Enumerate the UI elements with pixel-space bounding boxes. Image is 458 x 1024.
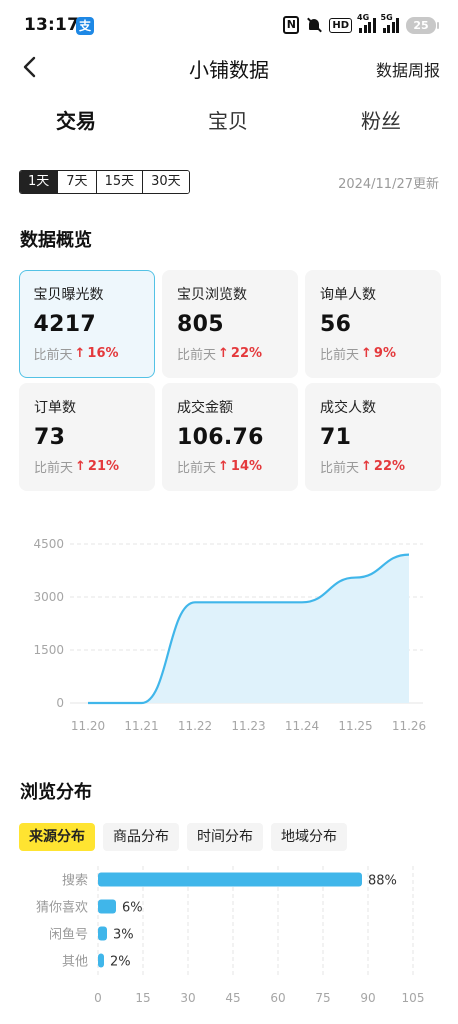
distribution-tabs: 来源分布 商品分布 时间分布 地域分布	[19, 823, 347, 851]
bar-value-label: 88%	[368, 874, 397, 889]
card-compare: 比前天 ↑ 21%	[34, 459, 120, 476]
card-value: 71	[320, 425, 352, 450]
card-label: 成交金额	[177, 400, 233, 416]
status-icons: N HD 4G 5G 25	[283, 13, 439, 34]
card-compare: 比前天 ↑ 9%	[320, 346, 396, 363]
tab-region-distribution[interactable]: 地域分布	[271, 823, 347, 851]
card-value: 56	[320, 312, 352, 337]
status-bar: 13:17 支 N HD 4G 5G 25	[0, 0, 458, 52]
alipay-icon: 支	[76, 17, 94, 35]
x-tick-label: 11.25	[338, 719, 372, 733]
exposure-trend-chart: 0 1500 3000 4500 11.20 11.21 11.22 11.23 11.24 11…	[33, 537, 426, 733]
card-value: 73	[34, 425, 66, 450]
date-range-selector: 1天 7天 15天 30天	[19, 170, 190, 194]
card-views[interactable]: 宝贝浏览数 805 比前天 ↑ 22%	[162, 270, 298, 378]
x-tick-label: 11.23	[231, 719, 265, 733]
x-tick-label: 11.24	[285, 719, 319, 733]
arrow-up-icon: ↑	[75, 459, 86, 474]
category-label: 闲鱼号	[49, 927, 88, 943]
category-label: 猜你喜欢	[36, 901, 88, 916]
signal-5g-icon: 5G	[381, 13, 399, 33]
bar-value-label: 2%	[110, 955, 131, 970]
arrow-up-icon: ↑	[218, 346, 229, 361]
x-tick-label: 75	[315, 991, 330, 1005]
tab-item-distribution[interactable]: 商品分布	[103, 823, 179, 851]
bar[interactable]	[98, 899, 116, 914]
area-fill	[88, 554, 409, 703]
mute-bell-icon	[306, 17, 322, 33]
range-1-day[interactable]: 1天	[20, 171, 58, 193]
main-tabs: 交易 宝贝 粉丝	[0, 100, 458, 146]
y-tick-label: 3000	[33, 590, 64, 604]
bar[interactable]	[98, 872, 362, 887]
hd-icon: HD	[329, 17, 352, 33]
header: 小铺数据 数据周报	[0, 44, 458, 90]
y-tick-label: 4500	[33, 537, 64, 551]
card-compare: 比前天 ↑ 22%	[177, 346, 263, 363]
x-tick-label: 105	[402, 991, 425, 1005]
x-tick-label: 15	[135, 991, 150, 1005]
bar-value-label: 6%	[122, 901, 143, 916]
tab-trade[interactable]: 交易	[54, 109, 98, 133]
x-tick-label: 0	[94, 991, 102, 1005]
range-7-days[interactable]: 7天	[57, 171, 96, 193]
category-label: 其他	[62, 955, 88, 970]
bar[interactable]	[98, 953, 104, 968]
tab-source-distribution[interactable]: 来源分布	[19, 823, 95, 851]
x-tick-label: 11.22	[178, 719, 212, 733]
card-label: 宝贝浏览数	[177, 287, 247, 303]
arrow-up-icon: ↑	[218, 459, 229, 474]
tab-fans[interactable]: 粉丝	[361, 109, 401, 133]
card-label: 成交人数	[320, 400, 376, 416]
card-inquiries[interactable]: 询单人数 56 比前天 ↑ 9%	[305, 270, 441, 378]
card-compare: 比前天 ↑ 14%	[177, 459, 263, 476]
distribution-title: 浏览分布	[20, 782, 92, 803]
back-arrow-icon[interactable]	[20, 56, 42, 78]
card-orders[interactable]: 订单数 73 比前天 ↑ 21%	[19, 383, 155, 491]
series-line	[88, 553, 410, 705]
x-tick-label: 45	[225, 991, 240, 1005]
x-tick-label: 11.26	[392, 719, 426, 733]
x-tick-label: 90	[360, 991, 375, 1005]
range-30-days[interactable]: 30天	[142, 171, 189, 193]
y-tick-label: 1500	[33, 643, 64, 657]
arrow-up-icon: ↑	[361, 459, 372, 474]
overview-title: 数据概览	[20, 230, 92, 251]
overview-cards: 宝贝曝光数 4217 比前天 ↑ 16% 宝贝浏览数 805 比前天 ↑ 22% 询单人…	[19, 270, 441, 491]
range-15-days[interactable]: 15天	[95, 171, 143, 193]
card-compare: 比前天 ↑ 16%	[33, 345, 119, 363]
x-tick-label: 30	[180, 991, 195, 1005]
card-value: 4217	[33, 311, 96, 337]
bar[interactable]	[98, 926, 107, 941]
weekly-report-link[interactable]: 数据周报	[375, 61, 440, 80]
x-tick-label: 60	[270, 991, 285, 1005]
tab-time-distribution[interactable]: 时间分布	[187, 823, 263, 851]
card-gmv[interactable]: 成交金额 106.76 比前天 ↑ 14%	[162, 383, 298, 491]
bar-value-label: 3%	[113, 928, 134, 943]
card-value: 106.76	[177, 425, 264, 450]
updated-at: 2024/11/27更新	[338, 177, 439, 192]
card-buyers[interactable]: 成交人数 71 比前天 ↑ 22%	[305, 383, 441, 491]
nfc-icon: N	[283, 16, 300, 34]
card-label: 宝贝曝光数	[33, 286, 104, 303]
card-label: 询单人数	[320, 287, 376, 303]
status-time: 13:17	[24, 15, 80, 35]
x-tick-label: 11.20	[71, 719, 105, 733]
signal-4g-icon: 4G	[357, 13, 376, 33]
source-distribution-chart: 0 15 30 45 60 75 90 105 搜索 88% 猜你喜欢 6% 闲鱼号 3% 其他 2%	[36, 866, 425, 1005]
battery-icon: 25	[406, 16, 439, 34]
arrow-up-icon: ↑	[361, 346, 372, 361]
category-label: 搜索	[62, 874, 88, 889]
arrow-up-icon: ↑	[74, 345, 86, 361]
card-label: 订单数	[34, 400, 76, 416]
tab-items[interactable]: 宝贝	[208, 109, 248, 133]
card-value: 805	[177, 312, 224, 337]
y-tick-label: 0	[56, 696, 64, 710]
card-exposure[interactable]: 宝贝曝光数 4217 比前天 ↑ 16%	[19, 270, 155, 378]
card-compare: 比前天 ↑ 22%	[320, 459, 406, 476]
page-title: 小铺数据	[189, 58, 269, 82]
x-tick-label: 11.21	[124, 719, 158, 733]
